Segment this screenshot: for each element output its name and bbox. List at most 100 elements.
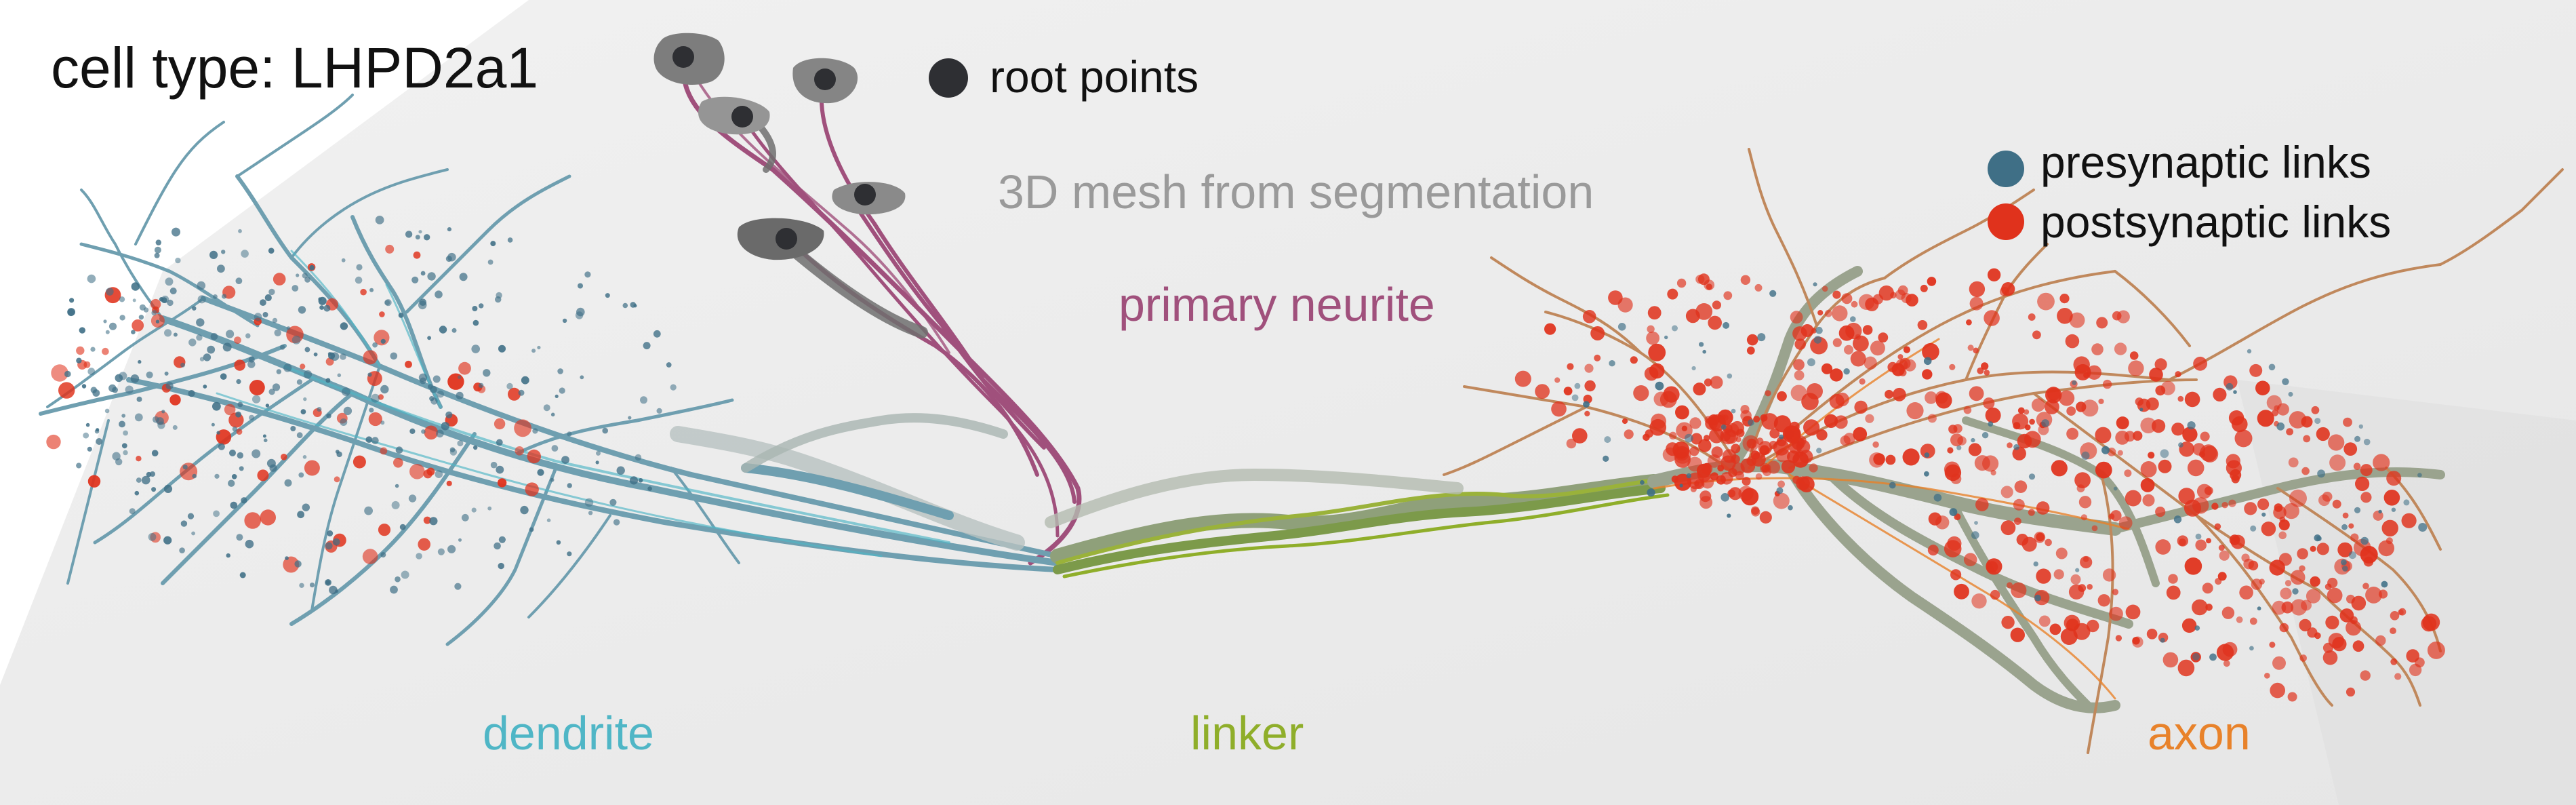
postsynaptic-link xyxy=(2028,313,2036,321)
presynaptic-link xyxy=(496,439,503,446)
presynaptic-link xyxy=(1949,508,1958,516)
presynaptic-link xyxy=(153,416,159,423)
postsynaptic-link xyxy=(1759,511,1772,524)
postsynaptic-link xyxy=(1858,294,1875,310)
presynaptic-link xyxy=(584,271,591,278)
presynaptic-link xyxy=(405,231,413,238)
presynaptic-link xyxy=(1574,382,1581,389)
presynaptic-link xyxy=(340,353,346,360)
postsynaptic-link xyxy=(2289,411,2307,429)
presynaptic-link xyxy=(341,258,346,262)
postsynaptic-link xyxy=(1690,486,1697,492)
presynaptic-link xyxy=(498,536,506,543)
presynaptic-link xyxy=(210,333,218,340)
presynaptic-link xyxy=(148,532,157,541)
postsynaptic-link xyxy=(2029,418,2035,425)
presynaptic-link xyxy=(125,385,134,394)
presynaptic-link xyxy=(439,326,447,334)
linker-label: linker xyxy=(1190,707,1304,760)
presynaptic-link xyxy=(2194,625,2200,631)
postsynaptic-link xyxy=(2053,569,2064,580)
presynaptic-link xyxy=(430,397,438,405)
presynaptic-link xyxy=(498,562,504,570)
axon-label: axon xyxy=(2148,707,2251,760)
postsynaptic-link xyxy=(1925,391,1937,404)
postsynaptic-link xyxy=(150,298,161,310)
postsynaptic-link xyxy=(283,556,300,573)
presynaptic-link xyxy=(364,506,373,515)
presynaptic-link xyxy=(108,322,117,330)
presynaptic-link xyxy=(238,229,242,233)
presynaptic-link xyxy=(478,382,484,389)
presynaptic-link xyxy=(220,373,227,380)
presynaptic-link xyxy=(119,420,125,428)
presynaptic-link xyxy=(2178,442,2183,448)
presynaptic-link xyxy=(1720,493,1729,502)
presynaptic-link xyxy=(445,411,453,418)
postsynaptic-link xyxy=(2346,687,2356,696)
postsynaptic-link xyxy=(1685,309,1700,323)
postsynaptic-link xyxy=(1990,469,1996,476)
postsynaptic-link xyxy=(2398,609,2404,616)
postsynaptic-link xyxy=(2158,459,2172,473)
presynaptic-link xyxy=(119,315,125,321)
postsynaptic-link xyxy=(2272,409,2278,416)
presynaptic-link xyxy=(1974,521,1978,525)
postsynaptic-link xyxy=(2316,543,2329,555)
presynaptic-link xyxy=(167,299,174,307)
postsynaptic-link xyxy=(1742,477,1751,486)
postsynaptic-link xyxy=(1633,385,1649,401)
postsynaptic-link xyxy=(2264,673,2270,679)
postsynaptic-link xyxy=(413,251,421,259)
presynaptic-link xyxy=(2101,446,2110,454)
presynaptic-link xyxy=(401,570,409,579)
postsynaptic-link xyxy=(2178,538,2186,546)
presynaptic-link xyxy=(416,553,422,559)
presynaptic-link xyxy=(229,449,236,456)
postsynaptic-link xyxy=(2132,637,2140,645)
presynaptic-link xyxy=(340,322,348,330)
presynaptic-link xyxy=(550,477,555,482)
postsynaptic-link xyxy=(224,404,236,416)
presynaptic-link xyxy=(280,345,285,350)
postsynaptic-link xyxy=(236,429,243,435)
postsynaptic-link xyxy=(2115,635,2122,642)
presynaptic-link xyxy=(2314,418,2321,425)
presynaptic-link xyxy=(323,305,331,312)
postsynaptic-link xyxy=(423,469,432,479)
presynaptic-link xyxy=(169,288,177,294)
presynaptic-link xyxy=(182,465,188,470)
postsynaptic-link xyxy=(2322,492,2333,502)
postsynaptic-link xyxy=(378,524,391,536)
presynaptic-link xyxy=(520,505,529,515)
presynaptic-link xyxy=(2417,473,2422,477)
postsynaptic-link xyxy=(325,357,334,366)
postsynaptic-link xyxy=(1885,389,1894,399)
presynaptic-link xyxy=(609,498,617,506)
postsynaptic-link xyxy=(1824,309,1832,317)
presynaptic-link xyxy=(132,298,136,302)
postsynaptic-link xyxy=(446,480,452,486)
presynaptic-link xyxy=(2354,507,2361,513)
presynaptic-link xyxy=(1971,531,1979,539)
postsynaptic-link xyxy=(1751,452,1766,467)
presynaptic-link xyxy=(2276,422,2285,431)
postsynaptic-link xyxy=(2037,292,2055,311)
postsynaptic-link xyxy=(2286,428,2294,435)
postsynaptic-link xyxy=(260,509,276,526)
postsynaptic-link xyxy=(1922,369,1933,380)
presynaptic-link xyxy=(123,450,128,456)
presynaptic-link xyxy=(479,303,484,309)
postsynaptic-link xyxy=(2081,399,2099,417)
presynaptic-link xyxy=(2288,391,2293,397)
postsynaptic-link xyxy=(1622,418,1628,425)
postsynaptic-link xyxy=(1731,444,1741,454)
root-points xyxy=(672,46,876,250)
presynaptic-link xyxy=(380,552,386,558)
presynaptic-link xyxy=(369,408,374,413)
presynaptic-link xyxy=(211,423,215,427)
presynaptic-link xyxy=(337,373,342,378)
postsynaptic-link xyxy=(2152,419,2166,433)
postsynaptic-link xyxy=(447,373,464,390)
postsynaptic-link xyxy=(2148,452,2155,459)
